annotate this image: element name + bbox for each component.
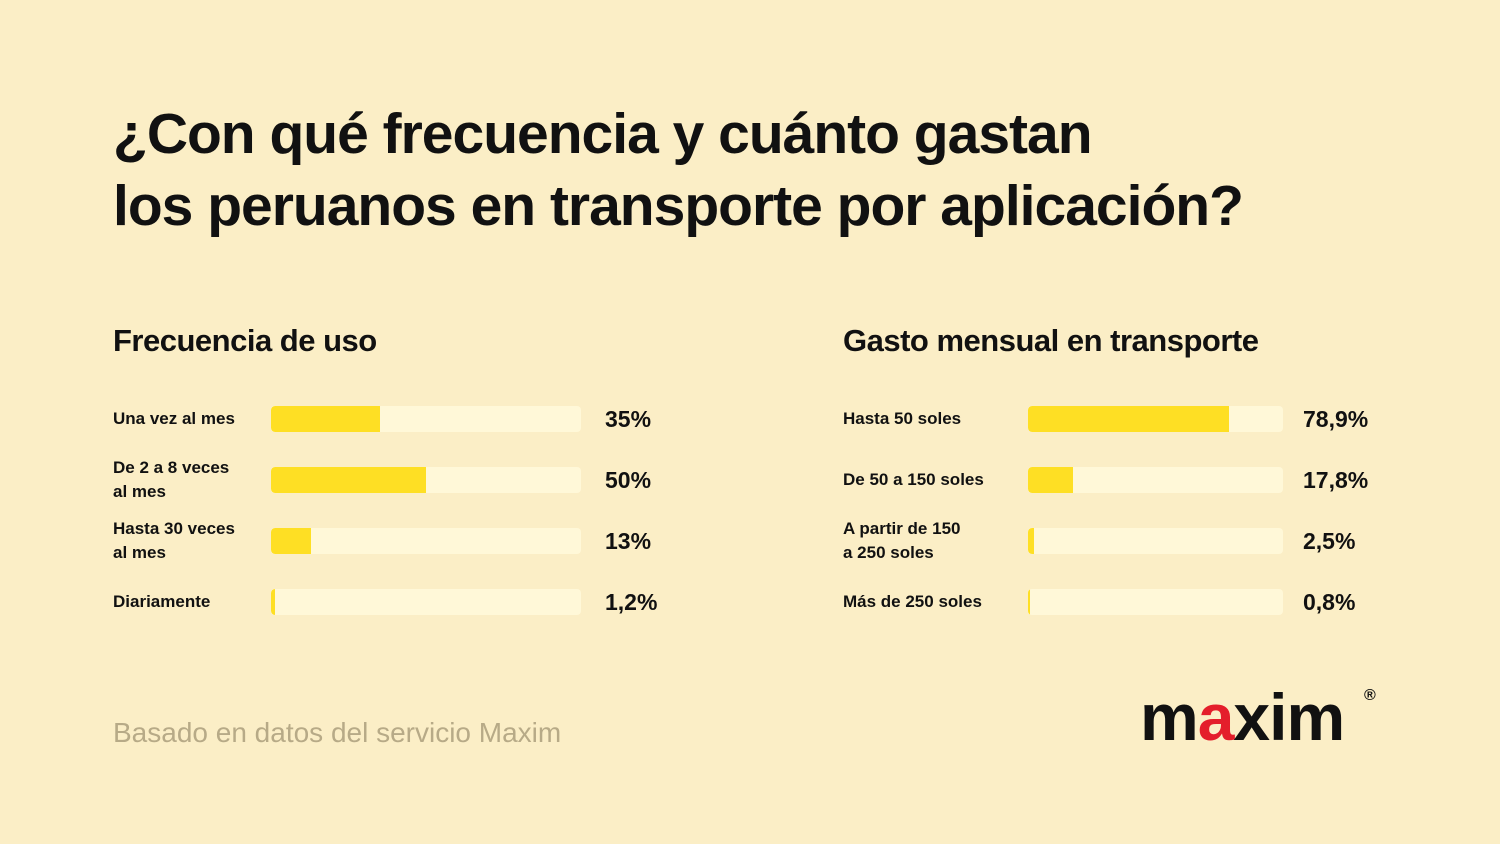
maxim-logo-text: maxim	[1140, 682, 1390, 752]
spending-chart: Gasto mensual en transporte Hasta 50 sol…	[843, 320, 1443, 632]
frequency-category-label: De 2 a 8 veces al mes	[113, 457, 230, 501]
frequency-bar-track	[271, 588, 581, 615]
spending-bar	[1028, 527, 1035, 554]
frequency-category-label: Una vez al mes	[113, 408, 235, 428]
frequency-bar-track	[271, 405, 581, 432]
maxim-logo-letter-a: a	[1197, 680, 1235, 754]
spending-row: De 50 a 150 soles 17,8%	[843, 449, 1443, 510]
spending-bar	[1028, 588, 1031, 615]
spending-bar	[1028, 466, 1074, 493]
frequency-chart-rows: Una vez al mes 35% De 2 a 8 veces al mes 50…	[113, 388, 713, 632]
spending-value-label: 2,5%	[1303, 527, 1356, 554]
spending-value-label: 0,8%	[1303, 588, 1356, 615]
spending-row: Más de 250 soles 0,8%	[843, 571, 1443, 632]
frequency-bar	[271, 527, 312, 554]
spending-chart-title: Gasto mensual en transporte	[843, 323, 1259, 358]
frequency-row: Hasta 30 veces al mes 13%	[113, 510, 713, 571]
page-title-line-1: ¿Con qué frecuencia y cuánto gastan	[113, 102, 1093, 166]
spending-bar-track	[1028, 405, 1283, 432]
frequency-chart-title: Frecuencia de uso	[113, 323, 377, 358]
spending-row: A partir de 150 a 250 soles 2,5%	[843, 510, 1443, 571]
frequency-value-label: 13%	[605, 527, 652, 554]
frequency-value-label: 35%	[605, 405, 652, 432]
spending-category-label: Hasta 50 soles	[843, 408, 962, 428]
frequency-category-label: Diariamente	[113, 591, 211, 611]
page-title: ¿Con qué frecuencia y cuánto gastan los …	[113, 98, 1313, 242]
spending-bar	[1028, 405, 1230, 432]
frequency-row: De 2 a 8 veces al mes 50%	[113, 449, 713, 510]
registered-mark: ®	[1364, 687, 1376, 704]
frequency-category-label: Hasta 30 veces al mes	[113, 518, 235, 562]
frequency-row: Diariamente 1,2%	[113, 571, 713, 632]
source-note: Basado en datos del servicio Maxim	[113, 717, 562, 748]
spending-bar-track	[1028, 527, 1283, 554]
maxim-logo-letter-m: m	[1140, 680, 1199, 754]
frequency-bar	[271, 588, 275, 615]
maxim-logo-letters-xim: xim	[1233, 680, 1345, 754]
spending-chart-rows: Hasta 50 soles 78,9% De 50 a 150 soles 17,8…	[843, 388, 1443, 632]
frequency-value-label: 50%	[605, 466, 652, 493]
spending-value-label: 78,9%	[1303, 405, 1369, 432]
frequency-bar-track	[271, 527, 581, 554]
spending-category-label: A partir de 150 a 250 soles	[843, 518, 961, 562]
frequency-row: Una vez al mes 35%	[113, 388, 713, 449]
frequency-bar	[271, 466, 426, 493]
page-title-line-2: los peruanos en transporte por aplicació…	[113, 174, 1244, 238]
frequency-value-label: 1,2%	[605, 588, 658, 615]
spending-category-label: De 50 a 150 soles	[843, 469, 984, 489]
spending-bar-track	[1028, 466, 1283, 493]
maxim-logo: maxim ®	[1140, 682, 1390, 752]
frequency-bar-track	[271, 466, 581, 493]
spending-category-label: Más de 250 soles	[843, 591, 982, 611]
spending-bar-track	[1028, 588, 1283, 615]
frequency-bar	[271, 405, 380, 432]
frequency-chart: Frecuencia de uso Una vez al mes 35% De 2 …	[113, 320, 713, 632]
spending-row: Hasta 50 soles 78,9%	[843, 388, 1443, 449]
spending-value-label: 17,8%	[1303, 466, 1369, 493]
